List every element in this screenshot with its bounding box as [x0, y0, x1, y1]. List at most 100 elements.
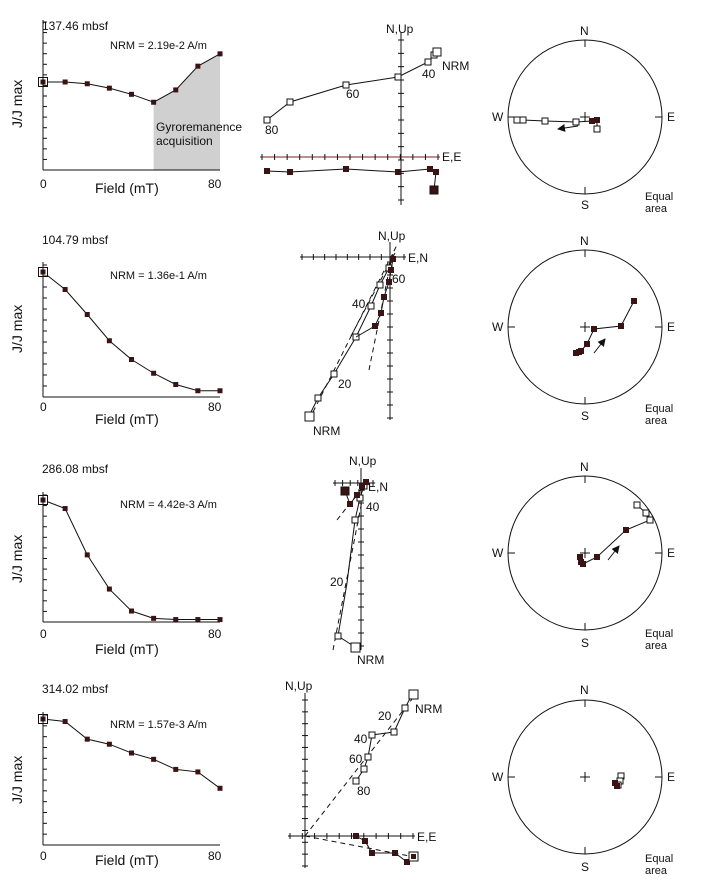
step-label: 60: [346, 87, 360, 101]
annotation-line-1: Gyroremanence: [156, 120, 242, 134]
step-label: 60: [392, 272, 406, 286]
data-point: [195, 388, 201, 394]
x-tick-label: 0: [40, 400, 47, 414]
open-point: [364, 753, 372, 761]
open-point: [646, 516, 654, 524]
open-point: [314, 394, 322, 402]
x-tick-label: 80: [208, 177, 222, 191]
data-point: [173, 87, 179, 93]
nrm-filled-point: [340, 486, 350, 496]
data-point: [129, 750, 134, 756]
open-point: [633, 501, 641, 509]
open-point: [642, 509, 650, 517]
demag-line: [42, 499, 220, 621]
data-point: [173, 766, 179, 772]
data-point: [84, 736, 90, 742]
annotation-line-2: acquisition: [156, 134, 213, 148]
step-label: 20: [338, 377, 352, 391]
demag-series: [38, 51, 223, 171]
axis-ticks: [301, 254, 405, 260]
south-label: S: [581, 198, 589, 212]
fit-line-dashed: [304, 835, 421, 859]
equal-area-plot-3: N S W E Equal area: [492, 460, 675, 652]
west-label: W: [492, 110, 504, 124]
equal-area-plot-2: N S W E Equal area: [492, 234, 675, 427]
north-label: N: [580, 683, 589, 697]
data-point: [62, 719, 68, 725]
nrm-filled-core: [411, 854, 416, 859]
y-axis-label: J/J max: [9, 756, 25, 804]
data-point: [129, 357, 134, 362]
axis-label-vertical: N,Up: [378, 229, 406, 243]
nrm-label: NRM = 1.36e-1 A/m: [110, 270, 207, 282]
fit-line-dashed: [304, 693, 417, 837]
direction-path: [517, 119, 598, 129]
axis-label-horizontal: E,E: [417, 830, 436, 844]
open-point: [572, 118, 580, 126]
x-axis-label: Field (mT): [95, 411, 159, 427]
equal-area-label: area: [645, 203, 668, 215]
step-label: 80: [265, 123, 279, 137]
data-point: [217, 51, 223, 57]
filled-point: [359, 483, 365, 489]
x-axis-label: Field (mT): [95, 180, 159, 196]
data-point: [62, 506, 68, 512]
filled-point: [369, 850, 375, 856]
step-label: 40: [422, 67, 436, 81]
nrm-filled-point: [429, 185, 439, 195]
filled-point: [264, 168, 270, 174]
west-label: W: [492, 770, 504, 784]
east-label: E: [667, 546, 675, 560]
step-label: 20: [378, 709, 392, 723]
filled-point: [573, 350, 579, 356]
equal-area-label: Equal: [645, 628, 673, 640]
axis-ticks: [261, 154, 439, 160]
open-point: [593, 125, 601, 133]
row-4: 314.02 mbsf NRM = 1.57e-3 A/m J/J max 0 …: [9, 679, 675, 877]
x-axis-label: Field (mT): [95, 852, 159, 868]
direction-path: [579, 504, 651, 565]
depth-label: 137.46 mbsf: [42, 19, 109, 33]
step-label: 40: [352, 297, 366, 311]
filled-point: [372, 323, 378, 329]
step-label: NRM: [442, 59, 469, 73]
x-tick-label: 80: [208, 400, 222, 414]
step-label: NRM: [313, 424, 340, 438]
open-point: [513, 116, 521, 124]
equal-area-label: Equal: [645, 191, 673, 203]
filled-point: [427, 166, 433, 172]
filled-point: [589, 118, 595, 124]
data-point: [151, 99, 157, 105]
data-point: [84, 312, 90, 317]
filled-point: [362, 838, 368, 844]
nrm-label: NRM = 4.42e-3 A/m: [120, 499, 217, 511]
filled-point: [404, 859, 410, 865]
y-axis-label: J/J max: [9, 305, 25, 353]
data-point: [151, 615, 157, 621]
west-label: W: [492, 320, 504, 334]
step-label: 80: [357, 784, 371, 798]
depth-label: 286.08 mbsf: [42, 462, 109, 476]
data-point: [106, 338, 112, 344]
axis-label-horizontal: E,N: [368, 480, 388, 494]
filled-point: [390, 256, 396, 262]
filled-point: [287, 169, 293, 175]
open-path: [266, 50, 438, 121]
open-point: [401, 704, 409, 712]
zijderveld-plot-3: N,Up E,N 40 20 NRM: [330, 454, 388, 667]
filled-point: [594, 117, 600, 123]
row-3: 286.08 mbsf NRM = 4.42e-3 A/m J/J max 0 …: [9, 454, 675, 667]
equal-area-label: Equal: [645, 403, 673, 415]
open-point: [519, 116, 527, 124]
x-tick-label: 0: [40, 849, 47, 863]
filled-point: [381, 294, 387, 300]
data-point: [173, 617, 179, 623]
filled-point: [577, 554, 583, 560]
north-label: N: [580, 460, 589, 474]
x-tick-label: 0: [40, 627, 47, 641]
fit-line-dashed: [308, 244, 398, 421]
equal-area-label: area: [645, 640, 668, 652]
y-ticks: [43, 264, 47, 398]
south-label: S: [581, 860, 589, 874]
